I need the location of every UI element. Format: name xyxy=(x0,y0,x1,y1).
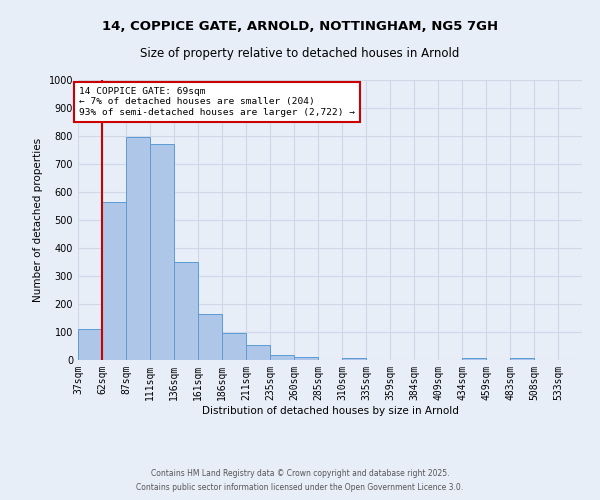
Text: Size of property relative to detached houses in Arnold: Size of property relative to detached ho… xyxy=(140,48,460,60)
Bar xyxy=(510,358,534,360)
Text: 14 COPPICE GATE: 69sqm
← 7% of detached houses are smaller (204)
93% of semi-det: 14 COPPICE GATE: 69sqm ← 7% of detached … xyxy=(79,87,355,117)
Bar xyxy=(294,356,318,360)
Bar xyxy=(462,358,486,360)
Text: Contains HM Land Registry data © Crown copyright and database right 2025.: Contains HM Land Registry data © Crown c… xyxy=(151,468,449,477)
Bar xyxy=(342,358,366,360)
Y-axis label: Number of detached properties: Number of detached properties xyxy=(33,138,43,302)
Text: Contains public sector information licensed under the Open Government Licence 3.: Contains public sector information licen… xyxy=(136,484,464,492)
Bar xyxy=(78,329,102,360)
Bar xyxy=(174,262,198,360)
Bar xyxy=(198,314,222,360)
Bar xyxy=(246,346,270,360)
Bar xyxy=(150,144,174,360)
Bar xyxy=(126,138,150,360)
Bar xyxy=(270,355,294,360)
X-axis label: Distribution of detached houses by size in Arnold: Distribution of detached houses by size … xyxy=(202,406,458,415)
Text: 14, COPPICE GATE, ARNOLD, NOTTINGHAM, NG5 7GH: 14, COPPICE GATE, ARNOLD, NOTTINGHAM, NG… xyxy=(102,20,498,33)
Bar xyxy=(222,334,246,360)
Bar xyxy=(102,202,126,360)
